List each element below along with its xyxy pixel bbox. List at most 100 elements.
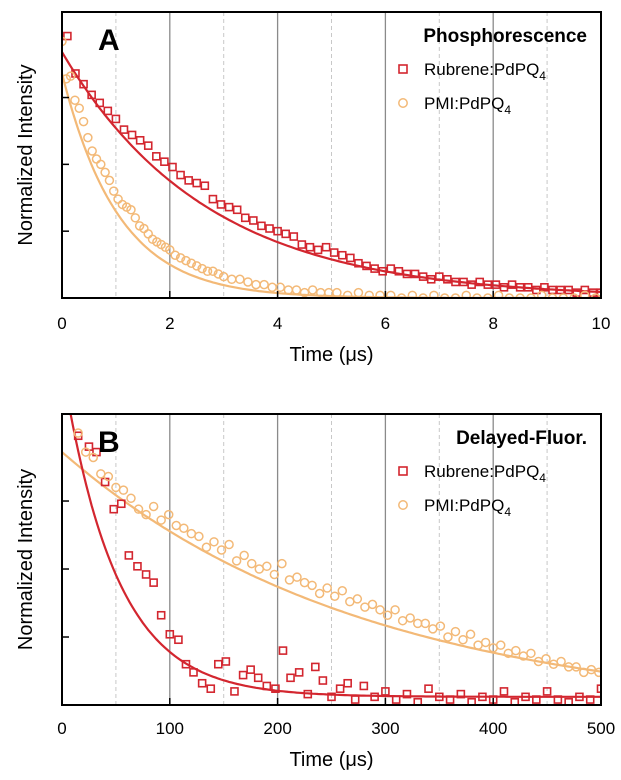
data-point (499, 283, 509, 292)
data-point (262, 681, 272, 691)
data-point (327, 692, 336, 702)
data-point (78, 116, 89, 127)
data-point (391, 695, 401, 704)
data-point (459, 277, 468, 287)
data-point (314, 588, 325, 599)
data-point (443, 632, 453, 642)
data-point (375, 290, 385, 298)
data-point (386, 290, 396, 298)
data-point (307, 285, 318, 295)
data-point (594, 667, 601, 678)
data-point (202, 266, 213, 277)
data-point (313, 245, 323, 255)
data-point (108, 186, 119, 196)
data-point (547, 293, 558, 298)
data-point (179, 523, 189, 533)
data-point (119, 125, 129, 134)
data-point (450, 293, 461, 298)
data-point (206, 684, 216, 693)
data-point (451, 277, 460, 287)
data-point (590, 293, 601, 298)
data-point (439, 293, 450, 298)
panel-label: A (98, 24, 120, 57)
data-point (239, 550, 249, 561)
data-point (291, 285, 302, 295)
x-axis-title: Time (μs) (289, 344, 373, 366)
data-point (588, 288, 598, 297)
data-point (435, 621, 446, 631)
data-point (523, 283, 533, 292)
data-point (467, 280, 476, 289)
data-point (556, 285, 565, 295)
data-point (394, 266, 404, 276)
data-point (342, 290, 353, 298)
data-point (281, 229, 290, 239)
x-tick-label: 0 (57, 719, 66, 738)
data-point (354, 258, 363, 268)
data-point (499, 687, 509, 696)
data-point (213, 269, 224, 279)
chart-panel-a: 0 2 4 6 8 10 Time (μs) Normalized Intensity A Pho… (15, 11, 610, 366)
data-point (251, 279, 261, 290)
data-point (585, 695, 595, 704)
data-point (133, 561, 142, 571)
data-point (200, 181, 210, 191)
data-point (127, 130, 137, 140)
data-point (227, 274, 237, 285)
data-point (541, 654, 551, 664)
legend-label: Rubrene:PdPQ4 (424, 462, 546, 485)
x-axis-title: Time (μs) (289, 749, 373, 771)
data-point (130, 213, 141, 223)
data-point (382, 610, 393, 621)
data-point (235, 274, 245, 285)
plot-frame (61, 11, 602, 299)
legend-label: PMI:PdPQ4 (424, 94, 511, 117)
data-point (370, 692, 379, 702)
data-point (249, 216, 258, 225)
data-point (337, 586, 348, 596)
data-point (269, 569, 280, 580)
data-point (209, 537, 219, 547)
data-point (493, 290, 504, 298)
data-point (208, 194, 218, 204)
data-point (267, 282, 277, 293)
data-point (420, 618, 431, 629)
data-point (294, 668, 304, 677)
data-point (168, 162, 177, 172)
data-point (230, 687, 239, 696)
data-point (192, 261, 202, 271)
data-point (532, 695, 541, 704)
data-point (540, 283, 549, 292)
data-point (265, 224, 274, 233)
data-point (418, 272, 428, 281)
data-point (184, 176, 193, 185)
data-point (113, 194, 123, 204)
x-tick-label: 2 (165, 314, 174, 333)
x-tick-label: 0 (57, 314, 66, 333)
data-point (141, 570, 151, 579)
legend-title: Delayed-Fluor. (456, 428, 587, 449)
data-point (564, 285, 573, 295)
data-point (511, 645, 521, 656)
data-point (175, 253, 186, 263)
data-point (515, 283, 525, 292)
data-point (569, 293, 579, 298)
data-point (240, 213, 250, 223)
data-point (329, 248, 339, 257)
data-point (277, 558, 287, 569)
data-point (216, 545, 227, 555)
data-point (426, 274, 436, 284)
data-point (443, 274, 452, 284)
data-point (458, 634, 468, 645)
data-point (343, 678, 352, 688)
data-point (176, 170, 185, 180)
data-point (571, 662, 581, 672)
data-point (278, 646, 288, 655)
data-point (424, 684, 433, 693)
data-point (352, 594, 363, 604)
x-tick-label: 6 (381, 314, 390, 333)
legend-marker-square (398, 64, 408, 74)
data-point (271, 684, 280, 693)
data-point (88, 452, 99, 463)
